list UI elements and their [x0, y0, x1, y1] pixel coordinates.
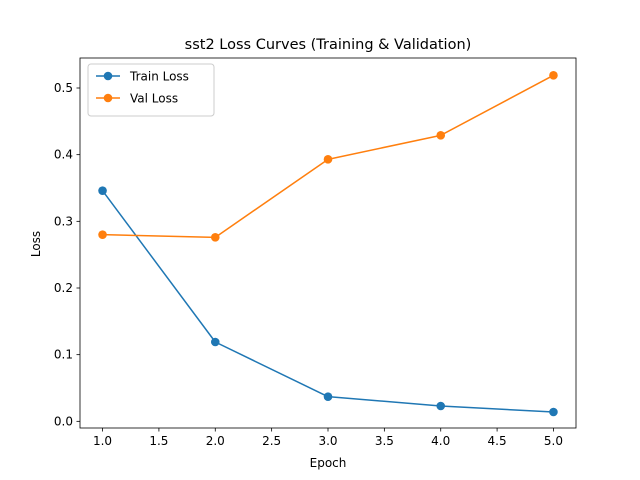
y-tick-label: 0.1: [54, 348, 73, 362]
x-tick-label: 1.5: [149, 434, 168, 448]
val-loss-point: [549, 71, 558, 80]
y-axis-label: Loss: [29, 231, 43, 257]
val-loss-point: [323, 155, 333, 164]
x-tick-label: 2.0: [206, 434, 225, 448]
x-tick-label: 1.0: [93, 434, 112, 448]
val-loss-point: [98, 230, 107, 239]
y-tick-label: 0.2: [54, 281, 73, 295]
y-tick-label: 0.4: [54, 148, 73, 162]
val-loss-point: [436, 131, 446, 140]
chart-title: sst2 Loss Curves (Training & Validation): [185, 37, 472, 53]
legend-label: Val Loss: [130, 92, 178, 106]
val-loss-point: [210, 233, 220, 242]
x-tick-label: 3.5: [375, 434, 394, 448]
train-loss-point: [549, 407, 558, 417]
train-loss-point: [436, 401, 446, 411]
x-tick-label: 4.0: [431, 434, 450, 448]
y-tick-label: 0.3: [54, 214, 73, 228]
x-tick-label: 5.0: [544, 434, 563, 448]
x-tick-label: 3.0: [318, 434, 337, 448]
plot-area: 1.0 1.5 2.0 2.5 3.0 3.5 4.0 4.5 5.0 0.0 0.1 0.2 0.3 0…: [54, 57, 577, 448]
x-tick-label: 4.5: [488, 434, 507, 448]
x-axis-label: Epoch: [310, 456, 347, 470]
legend-label: Train Loss: [129, 70, 189, 84]
legend-box: [87, 63, 215, 117]
train-loss-point: [98, 186, 107, 195]
legend-swatch-marker: [103, 93, 113, 103]
y-tick-label: 0.0: [54, 414, 73, 428]
train-loss-point: [210, 337, 220, 347]
y-tick-label: 0.5: [54, 81, 73, 95]
x-tick-label: 2.5: [262, 434, 281, 448]
legend-swatch-marker: [103, 71, 113, 81]
legend: Train Loss Val Loss: [87, 63, 215, 117]
train-loss-point: [323, 392, 333, 401]
